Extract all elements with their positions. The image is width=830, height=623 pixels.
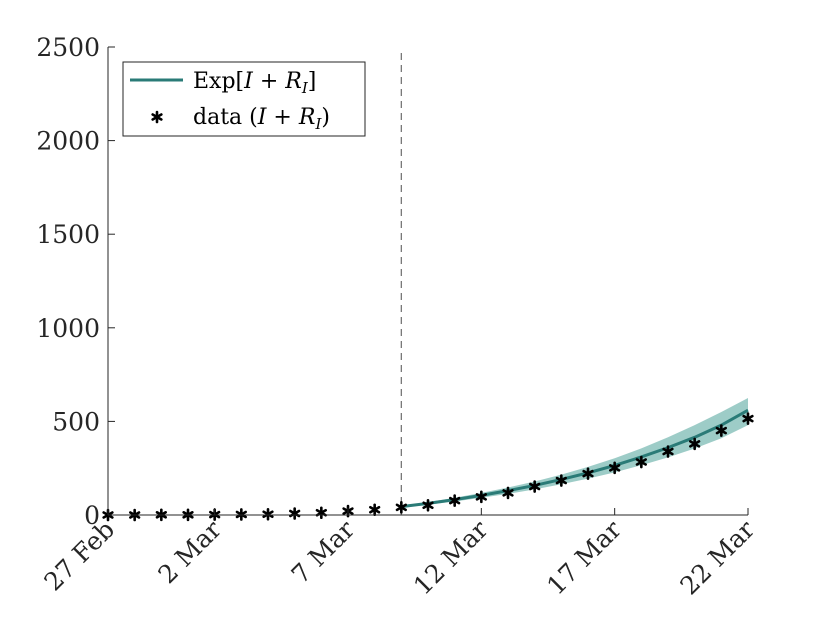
data-point [422, 498, 434, 512]
legend-label-data: data (I + RI) [193, 105, 330, 133]
data-point [369, 503, 381, 517]
legend-data-italic-1: I [257, 105, 268, 130]
data-point [315, 506, 327, 520]
y-ticks: 0 500 1000 1500 2000 2500 [36, 33, 115, 530]
x-tick-label: 22 Mar [675, 515, 761, 601]
legend-star-marker [151, 110, 163, 124]
y-tick-label: 1000 [36, 314, 100, 343]
x-tick-label: 12 Mar [408, 515, 494, 601]
data-point [662, 445, 674, 458]
legend-model-italic-1: I [243, 69, 254, 94]
data-point [235, 508, 247, 521]
data-point [529, 480, 541, 493]
y-tick-label: 1500 [36, 220, 100, 249]
data-point [289, 507, 301, 520]
x-tick-label: 17 Mar [541, 515, 627, 601]
y-tick-label: 2000 [36, 127, 100, 156]
x-tick-label: 7 Mar [286, 515, 360, 589]
model-confidence-band [401, 398, 748, 508]
data-point [475, 490, 487, 504]
data-point [262, 507, 274, 521]
legend-model-sub: I [301, 79, 309, 97]
data-point [502, 486, 514, 500]
legend-marker-swatch [151, 110, 163, 124]
data-point [555, 474, 567, 487]
data-point [689, 437, 701, 451]
y-tick-label: 500 [52, 407, 100, 436]
legend-data-italic-2: R [298, 105, 316, 130]
data-markers [102, 412, 754, 522]
legend-model-italic-2: R [284, 69, 302, 94]
legend-data-close: ) [321, 105, 330, 130]
legend-data-main: data ( [193, 105, 258, 130]
data-point [609, 461, 621, 475]
y-tick-label: 0 [84, 501, 100, 530]
x-tick-label: 2 Mar [152, 515, 226, 589]
legend-box [122, 61, 366, 137]
legend-model-op: + [253, 69, 285, 94]
data-point [742, 412, 754, 425]
y-tick-label: 2500 [36, 33, 100, 62]
legend-model-close: ] [308, 69, 317, 94]
data-point [635, 455, 647, 469]
legend-data-sub: I [314, 115, 322, 133]
x-tick-label: 27 Feb [39, 515, 121, 597]
x-ticks: 27 Feb 2 Mar 7 Mar 12 Mar 17 Mar 22 Mar [39, 508, 761, 601]
legend: Exp[I + RI] data (I + RI) [122, 61, 366, 137]
data-point [715, 424, 727, 437]
legend-data-op: + [266, 105, 298, 130]
data-point [395, 501, 407, 514]
data-point [582, 467, 594, 480]
data-point [449, 494, 461, 507]
plot-area [102, 53, 754, 522]
legend-label-model: Exp[I + RI] [193, 69, 316, 97]
legend-model-main: Exp[ [193, 69, 244, 94]
